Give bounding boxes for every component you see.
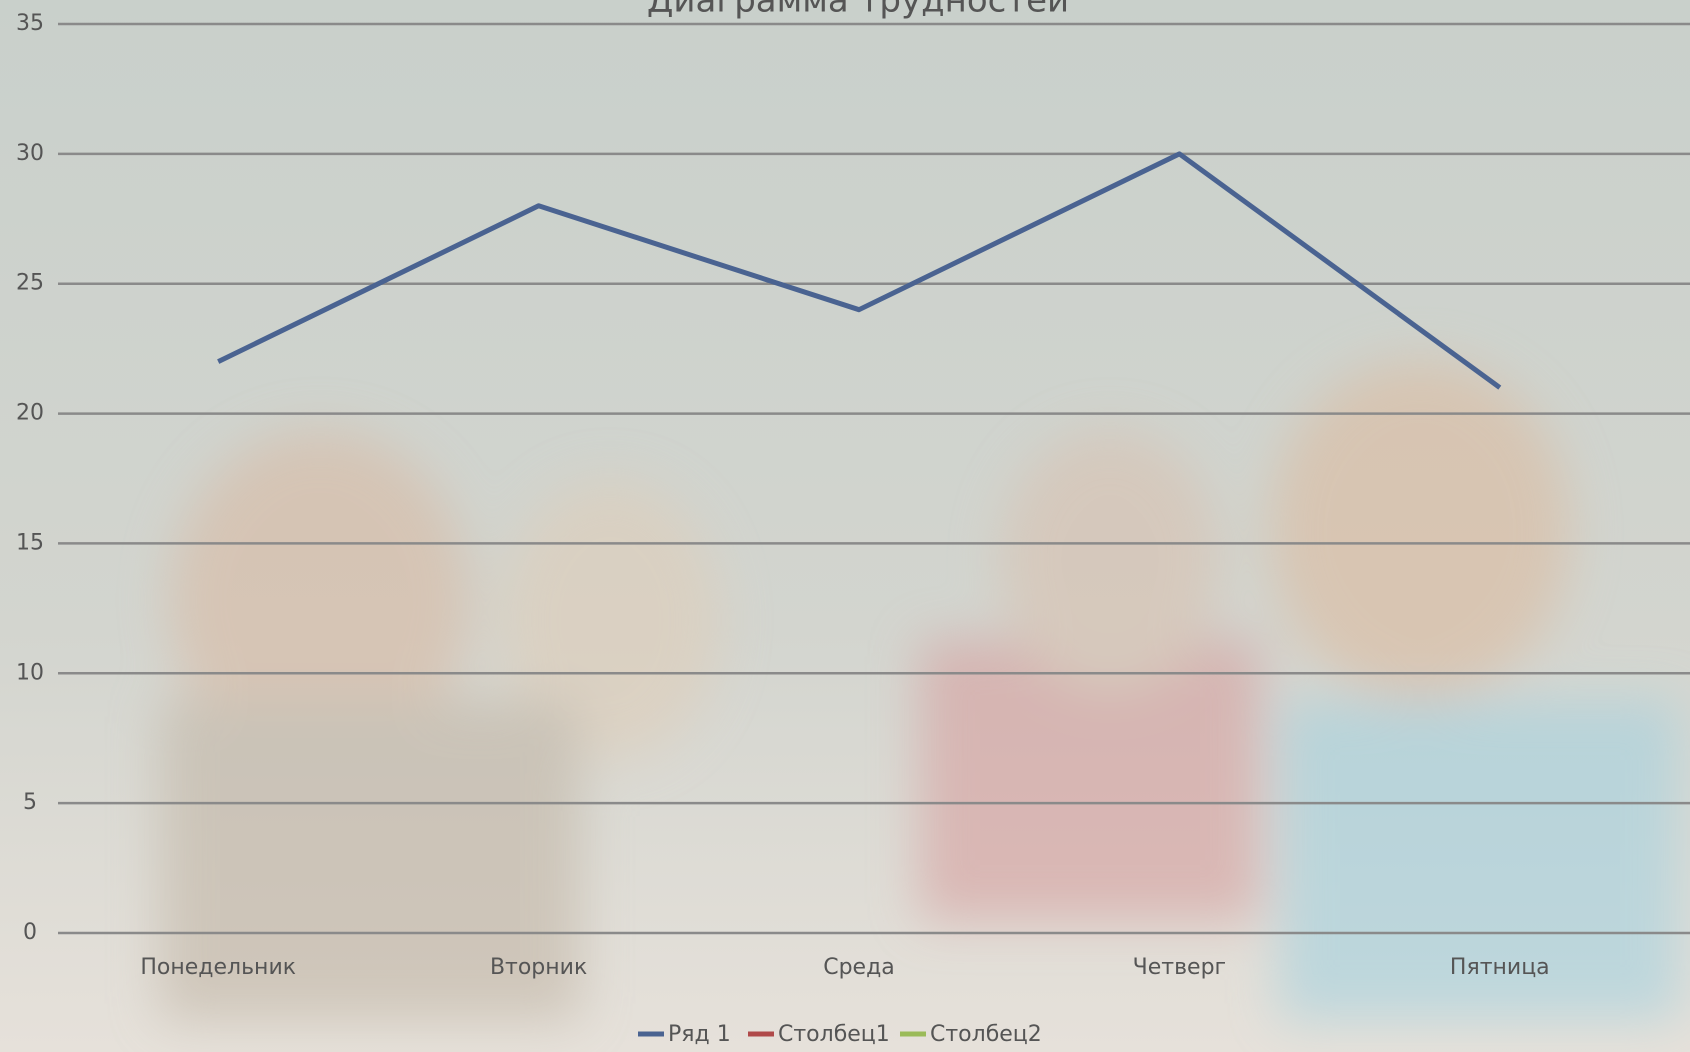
y-tick-label: 20 bbox=[16, 401, 44, 426]
y-tick-label: 25 bbox=[16, 271, 44, 296]
legend-label: Столбец2 bbox=[930, 1022, 1042, 1047]
x-tick-label: Пятница bbox=[1450, 955, 1550, 980]
y-tick-label: 5 bbox=[23, 790, 37, 815]
x-tick-label: Среда bbox=[823, 955, 895, 980]
y-tick-label: 30 bbox=[16, 141, 44, 166]
y-tick-label: 15 bbox=[16, 530, 44, 555]
chart-title: Диаграмма трудностей bbox=[647, 0, 1069, 21]
legend-label: Ряд 1 bbox=[668, 1022, 731, 1047]
x-tick-label: Вторник bbox=[490, 955, 587, 980]
y-tick-label: 0 bbox=[23, 920, 37, 945]
y-tick-label: 35 bbox=[16, 11, 44, 36]
legend-label: Столбец1 bbox=[778, 1022, 890, 1047]
y-tick-label: 10 bbox=[16, 660, 44, 685]
x-tick-label: Понедельник bbox=[140, 955, 296, 980]
x-tick-label: Четверг bbox=[1133, 955, 1226, 980]
chart: Диаграмма трудностей 0 5 10 15 20 25 30 35 Понед… bbox=[0, 0, 1690, 1052]
